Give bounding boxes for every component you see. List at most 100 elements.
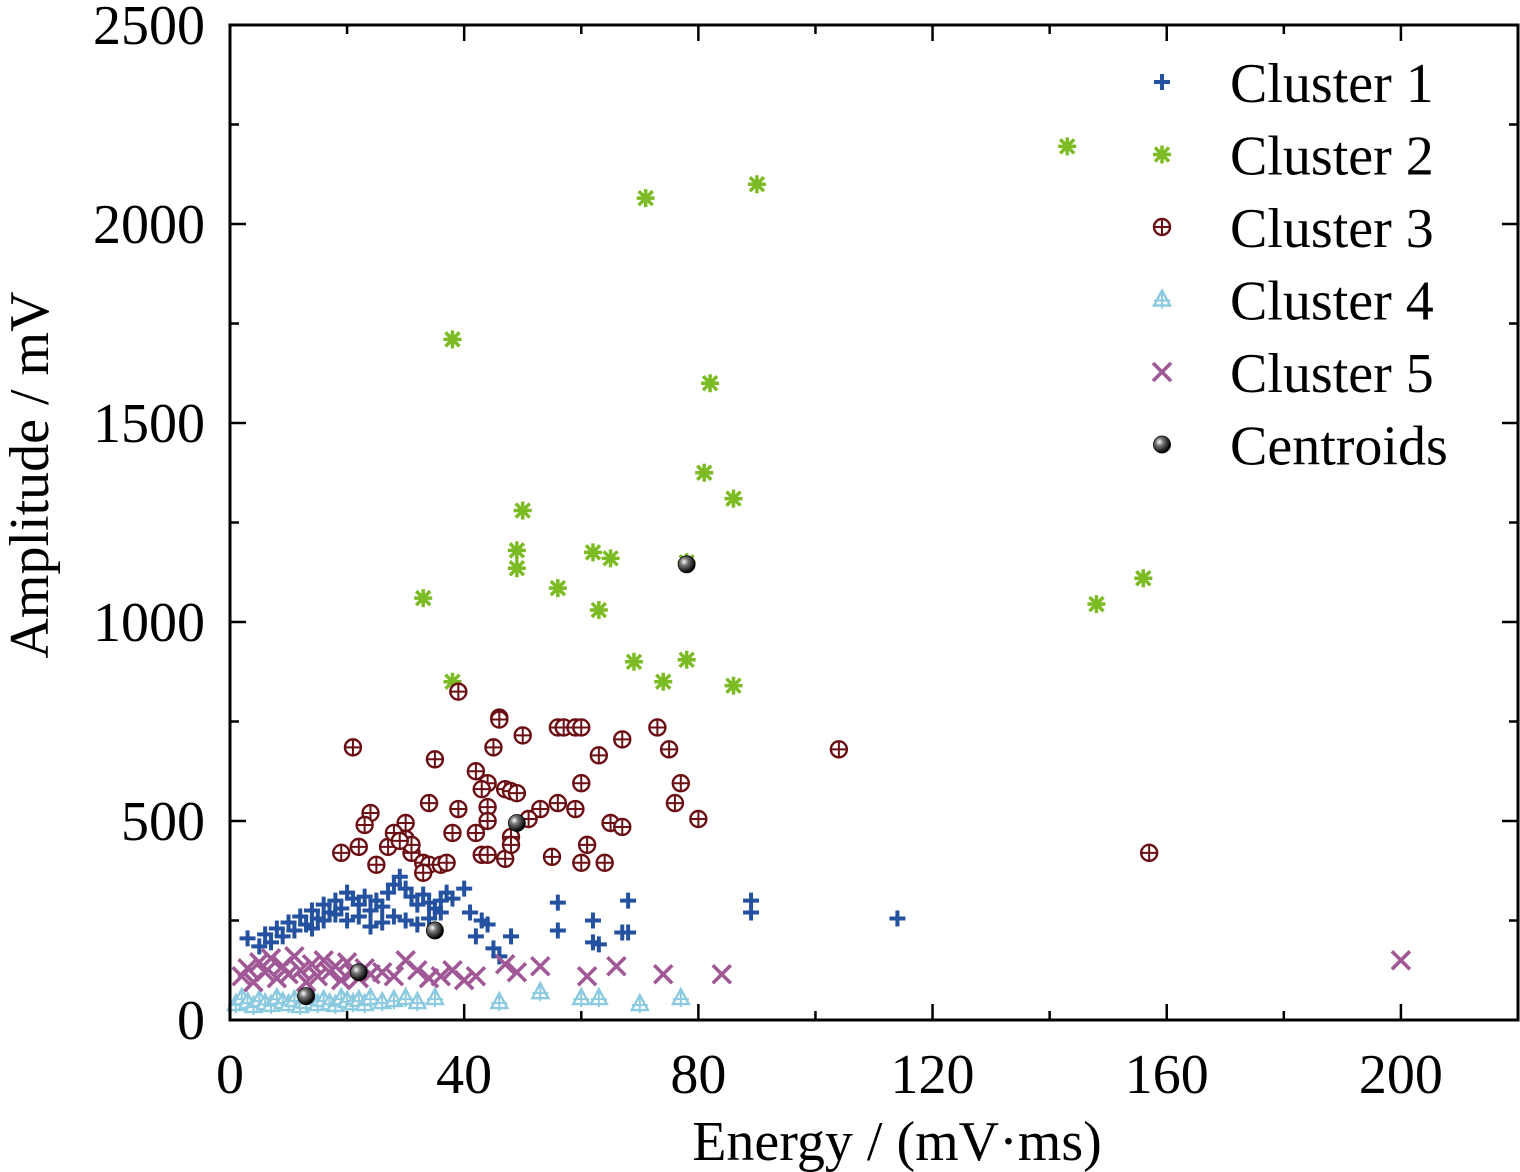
legend-item: Cluster 3: [1152, 198, 1434, 260]
legend-marker: [1152, 287, 1172, 309]
legend-item: Cluster 5: [1151, 343, 1434, 405]
data-point: [339, 912, 356, 929]
data-point: [548, 793, 568, 813]
data-point: [589, 746, 609, 765]
data-point: [462, 904, 479, 921]
legend-item: Cluster 2: [1153, 126, 1434, 188]
data-point: [374, 914, 391, 931]
data-point: [652, 963, 674, 985]
data-point: [443, 330, 462, 349]
data-point: [260, 948, 282, 969]
data-point: [478, 845, 497, 865]
data-point: [327, 906, 344, 923]
data-point: [671, 773, 690, 793]
series-cluster-3: [332, 682, 1159, 882]
data-point: [689, 809, 708, 829]
data-point: [437, 853, 456, 872]
data-point: [274, 928, 291, 945]
data-point: [1139, 843, 1159, 863]
data-point: [531, 799, 550, 819]
data-point: [443, 672, 462, 691]
data-point: [472, 779, 491, 799]
data-point: [449, 682, 468, 701]
data-point: [303, 920, 320, 937]
data-point: [295, 971, 317, 993]
data-point: [356, 888, 373, 905]
data-point: [254, 961, 276, 983]
data-point: [1134, 569, 1153, 588]
data-point: [507, 541, 526, 560]
data-point: [507, 559, 526, 578]
data-point: [391, 868, 408, 885]
data-point: [606, 955, 627, 977]
data-point: [466, 823, 486, 843]
data-point: [542, 847, 562, 867]
data-point: [572, 773, 591, 793]
data-point: [747, 175, 766, 194]
data-point: [629, 992, 650, 1014]
x-axis-title: Energy / (mV·ms): [692, 1111, 1102, 1172]
data-point: [315, 912, 332, 929]
data-point: [601, 549, 620, 568]
data-point: [743, 904, 760, 921]
series-centroids: [297, 555, 696, 1006]
data-point: [495, 849, 515, 869]
data-point: [506, 961, 528, 983]
data-point: [613, 730, 632, 749]
data-point: [549, 894, 566, 911]
data-point: [284, 946, 305, 967]
x-tick-label: 200: [1359, 1044, 1443, 1106]
data-point: [576, 965, 598, 987]
legend-label: Cluster 3: [1230, 198, 1434, 260]
data-point: [278, 963, 299, 985]
data-point: [501, 835, 521, 855]
data-point: [397, 912, 414, 929]
data-point: [374, 898, 391, 915]
x-tick-label: 120: [891, 1044, 975, 1106]
data-point: [507, 783, 527, 803]
data-point: [443, 823, 462, 843]
data-point: [1390, 950, 1412, 971]
data-point: [484, 738, 503, 757]
data-point: [530, 980, 551, 1002]
data-point: [636, 189, 655, 208]
data-point: [325, 955, 346, 977]
legend-item: Cluster 1: [1154, 53, 1434, 115]
data-point: [395, 986, 416, 1008]
data-point: [530, 955, 551, 977]
data-point: [889, 910, 906, 927]
legend-marker: [1152, 217, 1172, 237]
data-point: [349, 837, 368, 857]
data-point: [654, 672, 673, 691]
data-point: [367, 855, 386, 874]
legend-label: Cluster 1: [1230, 53, 1434, 115]
y-tick-label: 2000: [93, 194, 205, 256]
data-point: [449, 799, 468, 819]
data-point: [355, 815, 374, 835]
data-point: [419, 793, 439, 813]
data-point: [648, 718, 667, 737]
data-point: [677, 650, 696, 669]
x-tick-label: 160: [1125, 1044, 1209, 1106]
data-point: [424, 986, 445, 1008]
data-point: [588, 986, 609, 1008]
data-point: [478, 811, 497, 831]
data-point: [362, 902, 379, 919]
data-point: [239, 930, 256, 947]
data-point: [390, 831, 409, 851]
legend-label: Cluster 2: [1230, 126, 1434, 188]
legend-label: Centroids: [1230, 416, 1448, 478]
y-tick-label: 500: [121, 791, 205, 853]
data-point: [251, 938, 268, 955]
data-point: [414, 589, 433, 608]
data-point: [307, 965, 329, 987]
data-point: [572, 718, 591, 737]
data-point: [266, 967, 288, 989]
data-point: [465, 965, 487, 987]
data-point: [695, 463, 714, 482]
data-point: [297, 987, 316, 1006]
data-point: [571, 986, 592, 1008]
data-point: [444, 890, 461, 907]
data-point: [624, 652, 643, 671]
data-point: [313, 950, 334, 971]
